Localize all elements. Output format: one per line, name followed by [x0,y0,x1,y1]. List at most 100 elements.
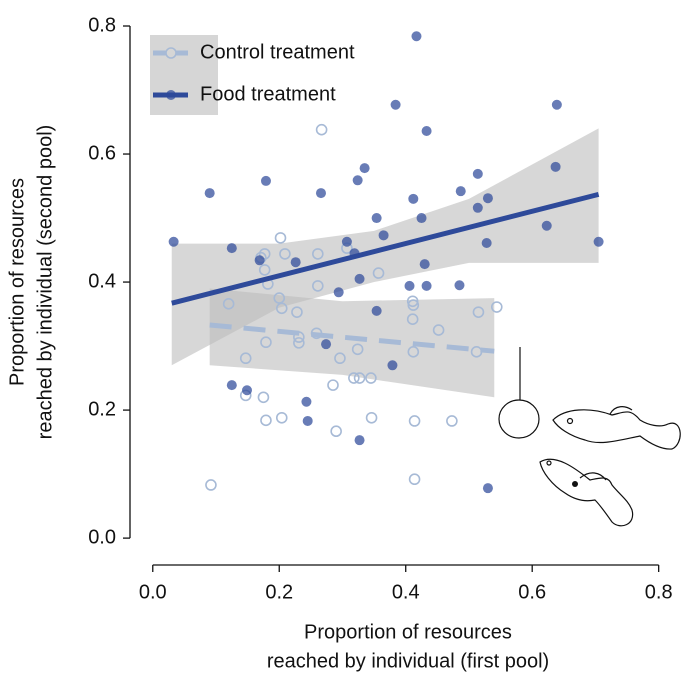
point [378,230,389,241]
point [550,161,561,172]
point [406,313,419,325]
point [472,306,485,318]
point [239,352,252,365]
points [168,31,604,494]
fish-spot [572,481,578,487]
x-tick-label: 0.0 [139,581,167,603]
y-tick-label: 0.0 [88,526,116,548]
point [334,352,346,365]
point [312,248,324,260]
point [371,305,382,316]
point [279,248,291,260]
point [222,298,235,310]
point [408,415,421,427]
bands [171,128,599,398]
point [341,236,352,247]
point [551,99,562,110]
point [490,301,503,313]
point [407,346,420,358]
point [275,411,288,424]
point [390,99,401,110]
point [290,257,301,268]
legend-label: Food treatment [200,83,336,105]
point [312,280,324,292]
point [359,163,370,174]
y-label: reached by individual (second pool) [34,125,56,440]
point [327,379,339,391]
point [258,248,271,260]
point [274,232,287,244]
point [348,372,360,384]
point [321,339,332,350]
point [205,479,217,491]
point [472,168,483,179]
x-tick-label: 0.2 [265,581,293,603]
point [541,220,552,231]
point [421,280,432,291]
point [472,202,483,213]
x-tick-label: 0.6 [518,581,546,603]
fish-illustration [498,347,681,527]
point [273,292,286,304]
confidence-band [209,288,495,398]
point [454,280,465,291]
point [365,372,377,384]
point [416,213,427,224]
legend-box [150,35,218,115]
point [407,299,420,311]
point [352,175,363,186]
point [408,193,419,204]
point [301,396,312,407]
point [257,391,270,404]
fit-line [171,191,600,306]
point [411,31,422,42]
fits [171,191,600,354]
point [406,295,419,308]
legend-label: Control treatment [200,41,355,63]
point [258,264,271,276]
point [421,125,432,136]
point [260,175,271,186]
point [432,324,445,336]
point [315,188,326,199]
y-tick-label: 0.6 [88,142,116,164]
x-label: reached by individual (first pool) [267,650,549,672]
point [254,255,265,266]
point [482,193,493,204]
point [482,483,493,494]
x-tick-label: 0.8 [645,581,673,603]
point [204,188,215,199]
point [241,385,252,396]
point [330,425,342,438]
point [168,236,179,247]
point [419,259,430,270]
point [455,186,466,197]
point [372,267,385,279]
point [226,380,237,391]
y-tick-label: 0.8 [88,14,116,36]
legend-marker [165,47,177,59]
point [387,360,398,371]
point [354,273,365,284]
y-label: Proportion of resources [6,178,28,386]
point [404,280,415,291]
fit-line [209,322,495,354]
point [593,236,604,247]
point [408,473,421,486]
y-tick-label: 0.2 [88,398,116,420]
point [302,415,313,426]
point [354,435,365,446]
point [260,336,272,349]
x-label: Proportion of resources [304,621,512,643]
point [353,372,366,384]
point [371,213,382,224]
point [315,123,328,136]
point [351,343,364,356]
point [481,238,492,249]
point [226,243,237,254]
y-tick-label: 0.4 [88,270,116,292]
point [446,415,458,427]
point [365,411,378,424]
point [260,414,272,427]
